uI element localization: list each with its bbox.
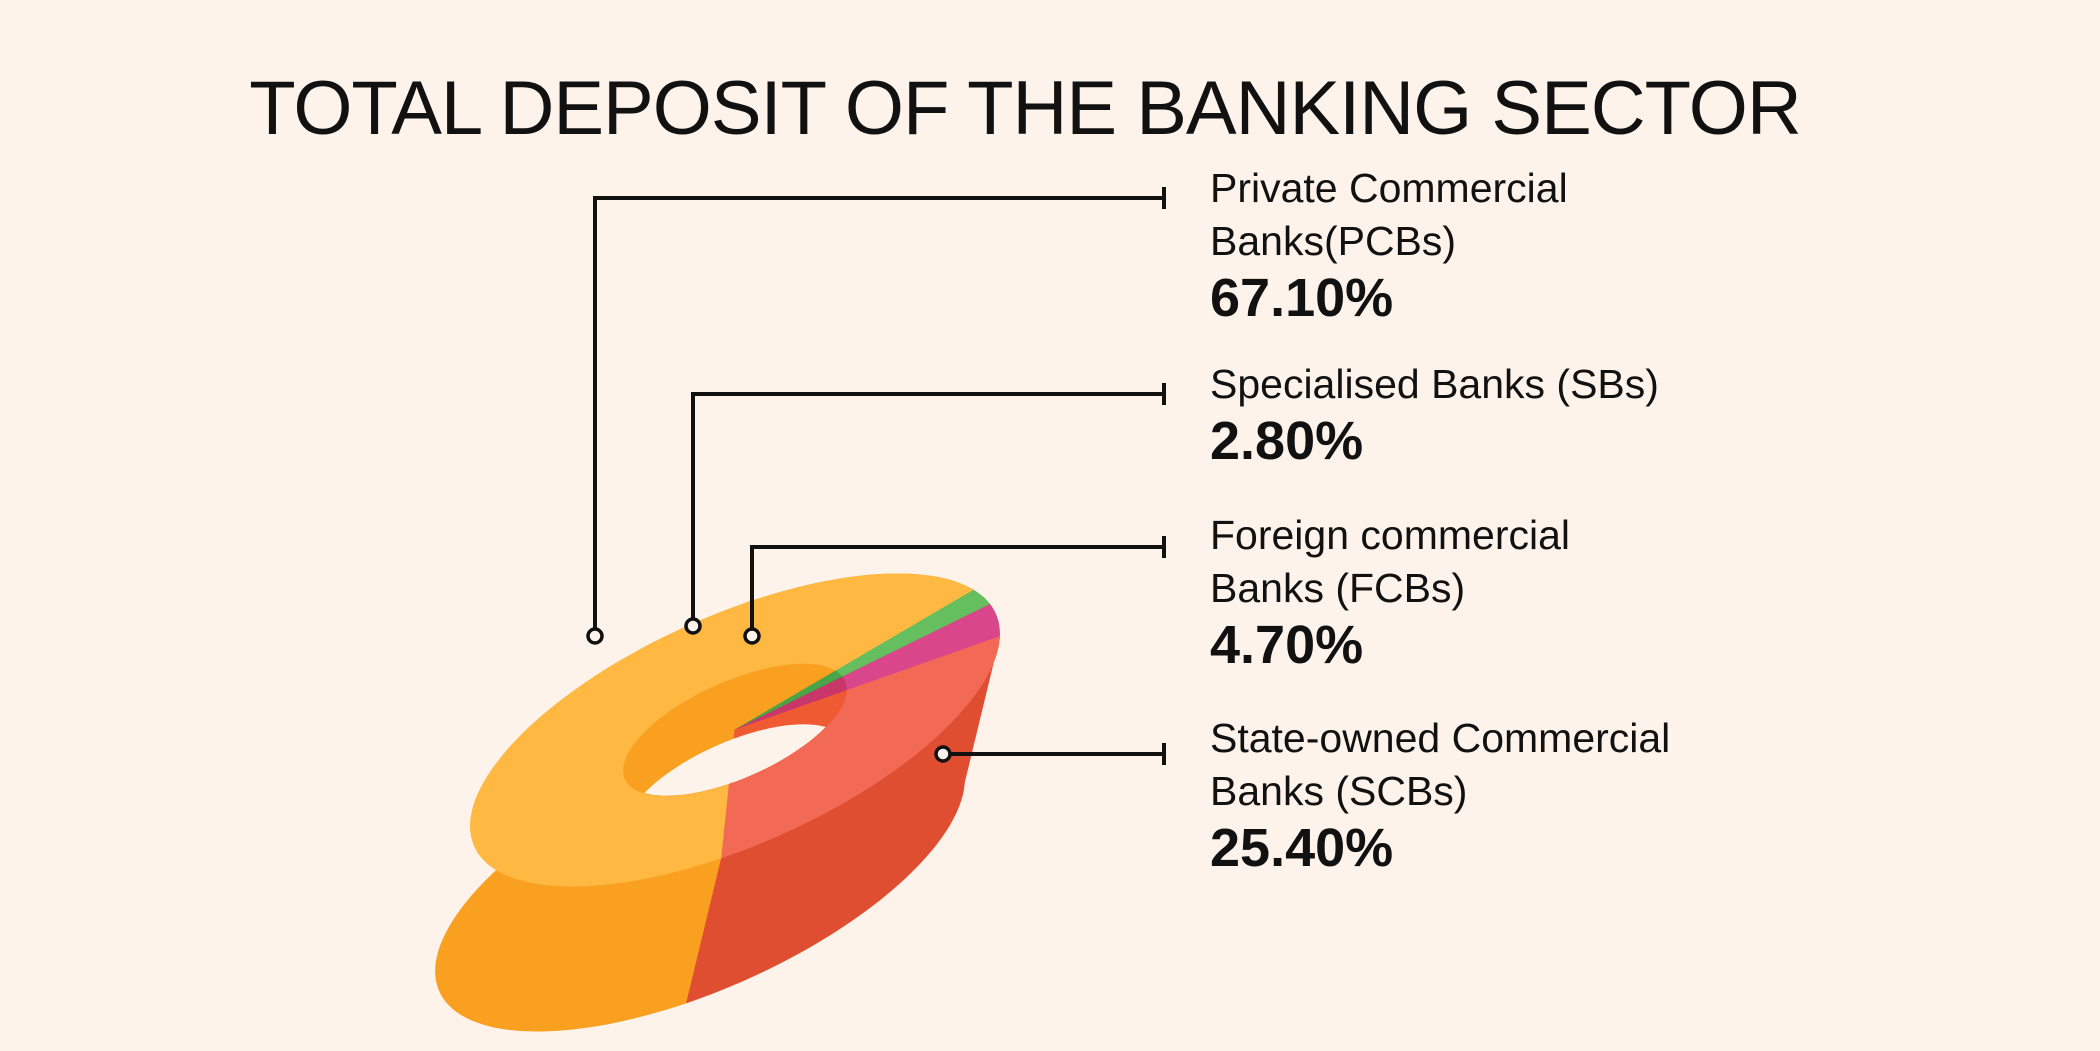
legend: Private Commercial Banks(PCBs)67.10% Speci…	[1210, 165, 1670, 878]
leader-line-sb	[691, 392, 1164, 618]
leader-lines	[586, 187, 1166, 765]
legend-value-sb: 2.80%	[1210, 411, 1363, 471]
legend-label-scb-line1: State-owned Commercial	[1210, 715, 1670, 761]
legend-label-fcb-line1: Foreign commercial	[1210, 512, 1570, 558]
legend-label-scb-line2: Banks (SCBs)	[1210, 768, 1467, 814]
chart-title: TOTAL DEPOSIT OF THE BANKING SECTOR	[249, 66, 1800, 151]
slice-inner-wedge-pcb	[623, 663, 837, 797]
leader-line-pcb	[593, 196, 1164, 628]
leader-line-fcb	[750, 545, 1164, 628]
legend-item-fcb: Foreign commercial Banks (FCBs)4.70%	[1210, 512, 1570, 675]
legend-label-sb: Specialised Banks (SBs)	[1210, 361, 1659, 407]
leader-dot-scb	[934, 745, 952, 763]
leader-dot-pcb	[586, 627, 604, 645]
legend-label-pcb-line2: Banks(PCBs)	[1210, 218, 1456, 264]
legend-label-fcb-line2: Banks (FCBs)	[1210, 565, 1465, 611]
legend-value-scb: 25.40%	[1210, 818, 1393, 878]
legend-item-pcb: Private Commercial Banks(PCBs)67.10%	[1210, 165, 1568, 328]
donut-body	[435, 573, 1000, 1032]
legend-item-sb: Specialised Banks (SBs)2.80%	[1210, 361, 1659, 471]
legend-value-fcb: 4.70%	[1210, 615, 1363, 675]
leader-dot-fcb	[743, 627, 761, 645]
legend-label-pcb-line1: Private Commercial	[1210, 165, 1568, 211]
legend-value-pcb: 67.10%	[1210, 268, 1393, 328]
legend-item-scb: State-owned Commercial Banks (SCBs)25.40%	[1210, 715, 1670, 878]
leader-dot-sb	[684, 617, 702, 635]
